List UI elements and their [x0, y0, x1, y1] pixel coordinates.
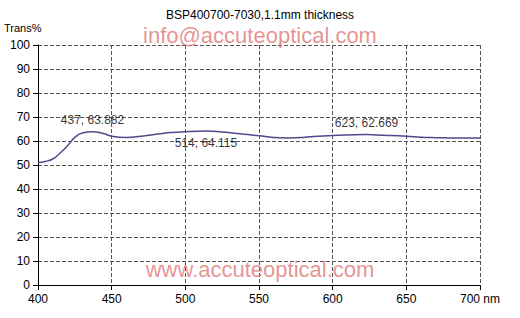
svg-text:20: 20 — [17, 230, 31, 244]
svg-text:30: 30 — [17, 206, 31, 220]
svg-text:600: 600 — [323, 292, 343, 306]
svg-text:60: 60 — [17, 134, 31, 148]
svg-text:www.accuteoptical.com: www.accuteoptical.com — [145, 257, 375, 282]
svg-text:90: 90 — [17, 62, 31, 76]
svg-text:500: 500 — [175, 292, 195, 306]
svg-text:70: 70 — [17, 110, 31, 124]
svg-text:100: 100 — [10, 38, 30, 52]
svg-text:623, 62.669: 623, 62.669 — [335, 116, 399, 130]
svg-text:80: 80 — [17, 86, 31, 100]
svg-text:400: 400 — [28, 292, 48, 306]
svg-text:10: 10 — [17, 254, 31, 268]
svg-text:info@accuteoptical.com: info@accuteoptical.com — [143, 23, 377, 48]
svg-text:700 nm: 700 nm — [460, 292, 500, 306]
svg-text:BSP400700-7030,1.1mm thickness: BSP400700-7030,1.1mm thickness — [166, 8, 354, 22]
svg-text:0: 0 — [23, 278, 30, 292]
svg-text:550: 550 — [249, 292, 269, 306]
svg-text:650: 650 — [396, 292, 416, 306]
svg-text:450: 450 — [102, 292, 122, 306]
svg-text:Trans%: Trans% — [4, 22, 42, 34]
svg-text:40: 40 — [17, 182, 31, 196]
svg-text:50: 50 — [17, 158, 31, 172]
svg-text:514, 64.115: 514, 64.115 — [175, 136, 238, 150]
svg-text:437, 63.882: 437, 63.882 — [61, 113, 125, 127]
